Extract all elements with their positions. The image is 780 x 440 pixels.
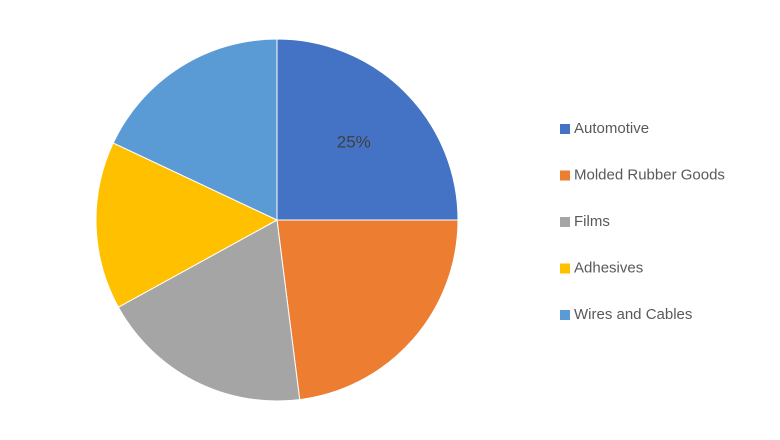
pie-slice	[276, 38, 459, 221]
legend-swatch	[560, 170, 570, 181]
legend-label: Wires and Cables	[574, 306, 692, 323]
legend-label: Films	[574, 213, 610, 230]
legend-swatch	[560, 263, 570, 274]
pie-slice	[95, 142, 279, 308]
pie-slice	[276, 219, 459, 401]
legend-swatch	[560, 124, 570, 134]
legend-label: Molded Rubber Goods	[574, 166, 725, 183]
legend-label: Adhesives	[574, 259, 643, 276]
legend-swatch	[560, 310, 570, 320]
data-label: 25%	[337, 133, 371, 152]
legend-swatch	[560, 217, 570, 227]
legend-label: Automotive	[574, 120, 649, 137]
pie-slice	[117, 219, 301, 402]
pie-slice	[112, 38, 278, 221]
